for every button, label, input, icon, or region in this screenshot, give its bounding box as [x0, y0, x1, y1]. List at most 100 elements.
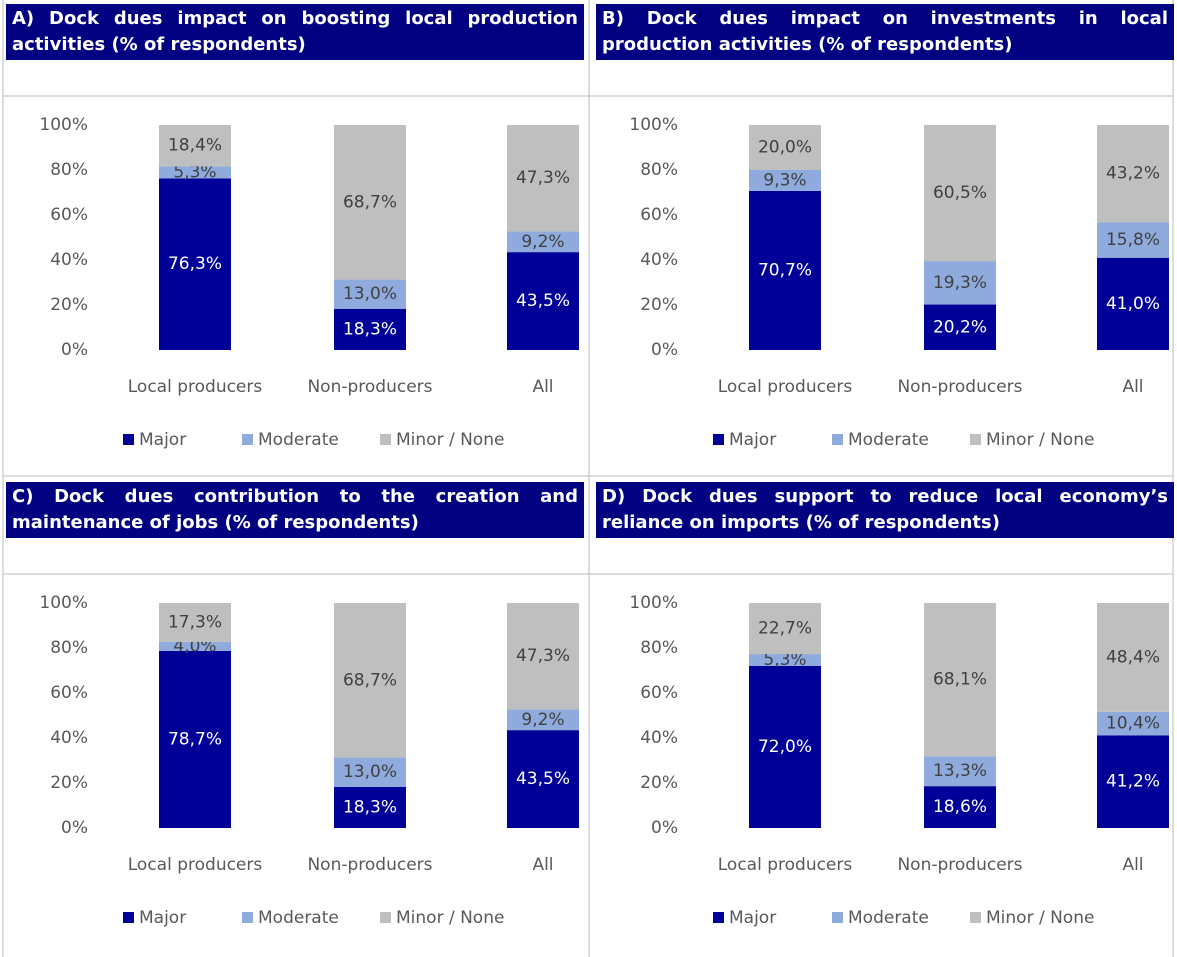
x-tick-label: All	[1122, 855, 1143, 875]
legend-label: Major	[139, 908, 186, 928]
bar-segment	[1097, 222, 1169, 258]
value-label: 68,1%	[933, 670, 987, 690]
x-tick-label: All	[1122, 377, 1143, 397]
value-label: 43,5%	[516, 769, 570, 789]
value-label: 76,3%	[168, 254, 222, 274]
y-tick-label: 60%	[50, 205, 88, 225]
y-tick-label: 60%	[640, 683, 678, 703]
y-tick-label: 80%	[640, 160, 678, 180]
bar-segment	[924, 304, 996, 350]
bar-segment	[159, 641, 231, 651]
bar-segment	[924, 786, 996, 828]
legend-label: Major	[729, 430, 776, 450]
y-tick-label: 20%	[50, 295, 88, 315]
x-tick-label: Local producers	[718, 855, 853, 875]
bar-segment	[159, 650, 231, 828]
y-tick-label: 40%	[50, 728, 88, 748]
value-label: 20,0%	[758, 138, 812, 158]
bar-segment	[159, 178, 231, 350]
legend-swatch	[380, 912, 391, 923]
x-tick-label: Local producers	[128, 855, 263, 875]
value-label: 60,5%	[933, 183, 987, 203]
bar-segment	[924, 261, 996, 305]
bar-segment	[507, 125, 579, 232]
value-label: 9,2%	[521, 710, 564, 730]
value-label: 47,3%	[516, 646, 570, 666]
y-tick-label: 20%	[640, 773, 678, 793]
bar-segment	[749, 603, 821, 655]
value-label: 9,3%	[763, 170, 806, 190]
value-label: 13,0%	[343, 762, 397, 782]
legend-label: Moderate	[258, 430, 339, 450]
legend-label: Moderate	[848, 430, 929, 450]
value-label: 48,4%	[1106, 647, 1160, 667]
bar-segment	[507, 252, 579, 350]
value-label: 13,0%	[343, 284, 397, 304]
value-label: 10,4%	[1106, 714, 1160, 734]
legend-label: Minor / None	[986, 430, 1094, 450]
bar-segment	[334, 757, 406, 787]
bar-segment	[1097, 603, 1169, 712]
y-tick-label: 60%	[640, 205, 678, 225]
value-label: 18,3%	[343, 797, 397, 817]
bar-segment	[924, 603, 996, 757]
y-tick-label: 40%	[640, 250, 678, 270]
panel-title: C) Dock dues contribution to the creatio…	[6, 482, 584, 538]
y-tick-label: 0%	[651, 340, 678, 360]
y-tick-label: 100%	[629, 593, 678, 613]
bar-segment	[334, 786, 406, 828]
bar-segment	[1097, 257, 1169, 350]
y-tick-label: 80%	[50, 160, 88, 180]
value-label: 18,4%	[168, 136, 222, 156]
bar-segment	[159, 603, 231, 642]
legend-swatch	[713, 912, 724, 923]
x-tick-label: Non-producers	[897, 855, 1022, 875]
bar-segment	[749, 654, 821, 666]
bar-segment	[334, 279, 406, 309]
x-tick-label: All	[532, 855, 553, 875]
value-label: 72,0%	[758, 737, 812, 757]
y-tick-label: 20%	[50, 773, 88, 793]
bar-segment	[749, 125, 821, 170]
legend-swatch	[380, 434, 391, 445]
value-label: 70,7%	[758, 260, 812, 280]
y-tick-label: 80%	[50, 638, 88, 658]
value-label: 5,3%	[763, 650, 806, 670]
value-label: 68,7%	[343, 670, 397, 690]
y-tick-label: 0%	[61, 818, 88, 838]
value-label: 68,7%	[343, 192, 397, 212]
legend-swatch	[123, 434, 134, 445]
legend-swatch	[832, 434, 843, 445]
y-tick-label: 0%	[61, 340, 88, 360]
legend-swatch	[242, 912, 253, 923]
bar-segment	[1097, 735, 1169, 828]
bar-segment	[507, 231, 579, 253]
bar-segment	[924, 756, 996, 787]
value-label: 15,8%	[1106, 230, 1160, 250]
legend-swatch	[713, 434, 724, 445]
bar-segment	[1097, 125, 1169, 223]
y-tick-label: 60%	[50, 683, 88, 703]
value-label: 13,3%	[933, 761, 987, 781]
value-label: 43,5%	[516, 291, 570, 311]
x-tick-label: All	[532, 377, 553, 397]
legend-label: Minor / None	[986, 908, 1094, 928]
legend-swatch	[970, 912, 981, 923]
legend-swatch	[123, 912, 134, 923]
value-label: 41,2%	[1106, 772, 1160, 792]
x-tick-label: Local producers	[128, 377, 263, 397]
legend-swatch	[242, 434, 253, 445]
y-tick-label: 80%	[640, 638, 678, 658]
bar-segment	[159, 166, 231, 179]
y-tick-label: 100%	[39, 593, 88, 613]
value-label: 41,0%	[1106, 294, 1160, 314]
x-tick-label: Non-producers	[897, 377, 1022, 397]
bar-segment	[334, 125, 406, 280]
legend-label: Minor / None	[396, 430, 504, 450]
value-label: 43,2%	[1106, 164, 1160, 184]
x-tick-label: Local producers	[718, 377, 853, 397]
legend-label: Moderate	[258, 908, 339, 928]
y-tick-label: 20%	[640, 295, 678, 315]
bar-segment	[507, 730, 579, 828]
panel-title: A) Dock dues impact on boosting local pr…	[6, 4, 584, 60]
